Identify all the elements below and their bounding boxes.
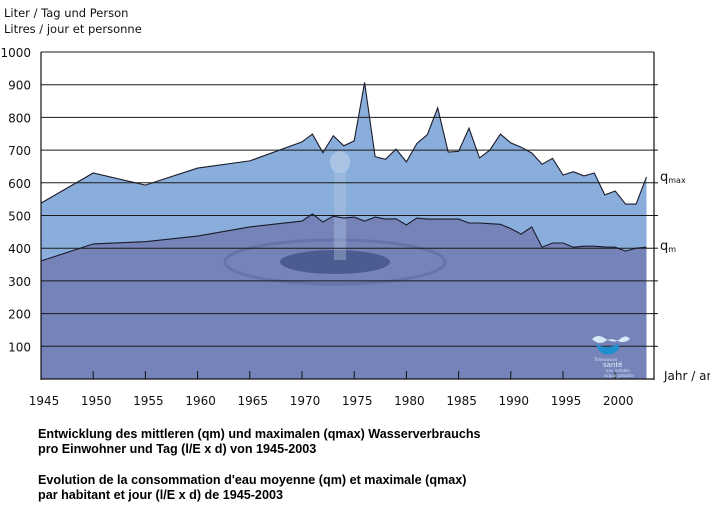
series-label-qmax: qmax bbox=[660, 170, 686, 185]
x-tick-label: 1955 bbox=[133, 394, 164, 408]
y-tick-label: 1000 bbox=[0, 46, 31, 60]
y-tick-label: 500 bbox=[8, 210, 31, 224]
y-tick-label: 900 bbox=[8, 79, 31, 93]
logo-text: acqua potabile bbox=[604, 373, 634, 378]
area-qm bbox=[41, 213, 647, 379]
y-tick-label: 800 bbox=[8, 111, 31, 125]
logo-text: Trinkwasser bbox=[593, 357, 618, 362]
water-drop-decoration bbox=[330, 151, 350, 173]
line-qmax bbox=[40, 82, 648, 205]
logo-text: santé bbox=[603, 361, 622, 369]
ripple-decoration bbox=[280, 250, 390, 274]
caption-de-1: Entwicklung des mittleren (qm) und maxim… bbox=[38, 427, 481, 441]
logo-text: eau potable bbox=[606, 368, 630, 373]
logo-wave-icon bbox=[592, 336, 630, 343]
ripple-decoration bbox=[223, 238, 447, 286]
line-qm bbox=[40, 213, 647, 262]
caption-fr-1: Evolution de la consommation d'eau moyen… bbox=[38, 473, 467, 487]
y-tick-label: 600 bbox=[8, 177, 31, 191]
x-tick-label: 1945 bbox=[29, 394, 60, 408]
x-tick-label: 1965 bbox=[238, 394, 269, 408]
x-tick-label: 1990 bbox=[499, 394, 530, 408]
x-tick-label: 1980 bbox=[394, 394, 425, 408]
y-tick-label: 400 bbox=[8, 242, 31, 256]
y-tick-label: 300 bbox=[8, 275, 31, 289]
x-tick-label: 1995 bbox=[551, 394, 582, 408]
y-tick-label: 200 bbox=[8, 308, 31, 322]
logo-wave-icon bbox=[596, 344, 620, 355]
caption-fr-2: par habitant et jour (l/E x d) de 1945-2… bbox=[38, 488, 283, 502]
y-axis-title-fr: Litres / jour et personne bbox=[4, 22, 142, 36]
y-axis-title-de: Liter / Tag und Person bbox=[4, 6, 129, 20]
x-tick-label: 1985 bbox=[446, 394, 477, 408]
series-label-qm: qm bbox=[660, 239, 676, 254]
x-tick-label: 1960 bbox=[185, 394, 216, 408]
y-tick-label: 100 bbox=[8, 340, 31, 354]
y-tick-label: 700 bbox=[8, 144, 31, 158]
x-tick-label: 1975 bbox=[342, 394, 373, 408]
x-tick-label: 2000 bbox=[603, 394, 634, 408]
x-tick-label: 1950 bbox=[81, 394, 112, 408]
plot-area: 100 200 300 400 500 600 700 800 900 1000 1945 1950 1… bbox=[0, 46, 710, 408]
x-axis-title: Jahr / an bbox=[663, 369, 710, 383]
caption-de-2: pro Einwohner und Tag (l/E x d) von 1945… bbox=[38, 442, 317, 456]
x-tick-label: 1970 bbox=[290, 394, 321, 408]
